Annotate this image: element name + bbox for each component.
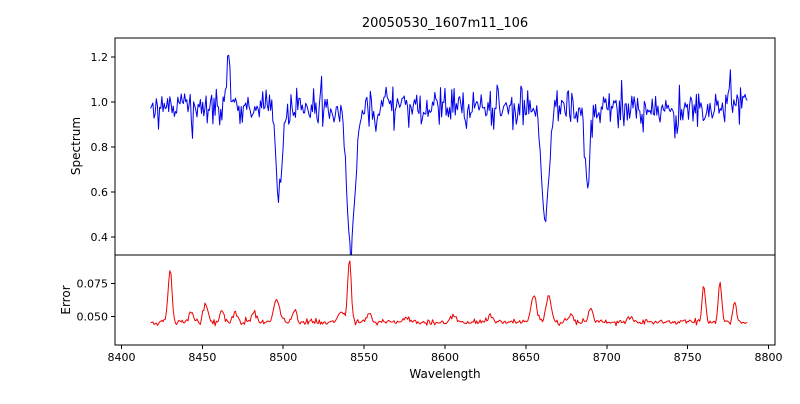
xtick-label: 8750 [674, 351, 702, 364]
xtick-label: 8500 [269, 351, 297, 364]
xtick-label: 8450 [188, 351, 216, 364]
xtick-label: 8400 [107, 351, 135, 364]
xtick-label: 8800 [755, 351, 783, 364]
spectrum-ytick-label: 1.0 [91, 96, 109, 109]
error-ytick-label: 0.075 [77, 278, 109, 291]
spectrum-ytick-label: 0.8 [91, 141, 109, 154]
spectrum-y-axis-label: Spectrum [69, 117, 83, 175]
spectrum-ytick-label: 1.2 [91, 51, 109, 64]
xtick-label: 8700 [593, 351, 621, 364]
error-panel-border [114, 254, 776, 346]
xtick-label: 8600 [431, 351, 459, 364]
error-y-axis-label: Error [59, 285, 73, 314]
error-ytick-label: 0.050 [77, 310, 109, 323]
xtick-label: 8550 [350, 351, 378, 364]
spectrum-panel-border [114, 37, 776, 256]
spectrum-line [150, 54, 748, 255]
xtick-label: 8650 [512, 351, 540, 364]
chart-title: 20050530_1607m11_106 [362, 16, 528, 31]
spectrum-ytick-label: 0.6 [91, 186, 109, 199]
plot-panels: 0.4 0.6 0.8 1.0 1.2 0.050 0.075 8400 8450 8500 855… [77, 37, 783, 364]
x-axis-label: Wavelength [409, 367, 480, 381]
error-line [150, 260, 748, 327]
spectrum-ytick-label: 0.4 [91, 231, 109, 244]
